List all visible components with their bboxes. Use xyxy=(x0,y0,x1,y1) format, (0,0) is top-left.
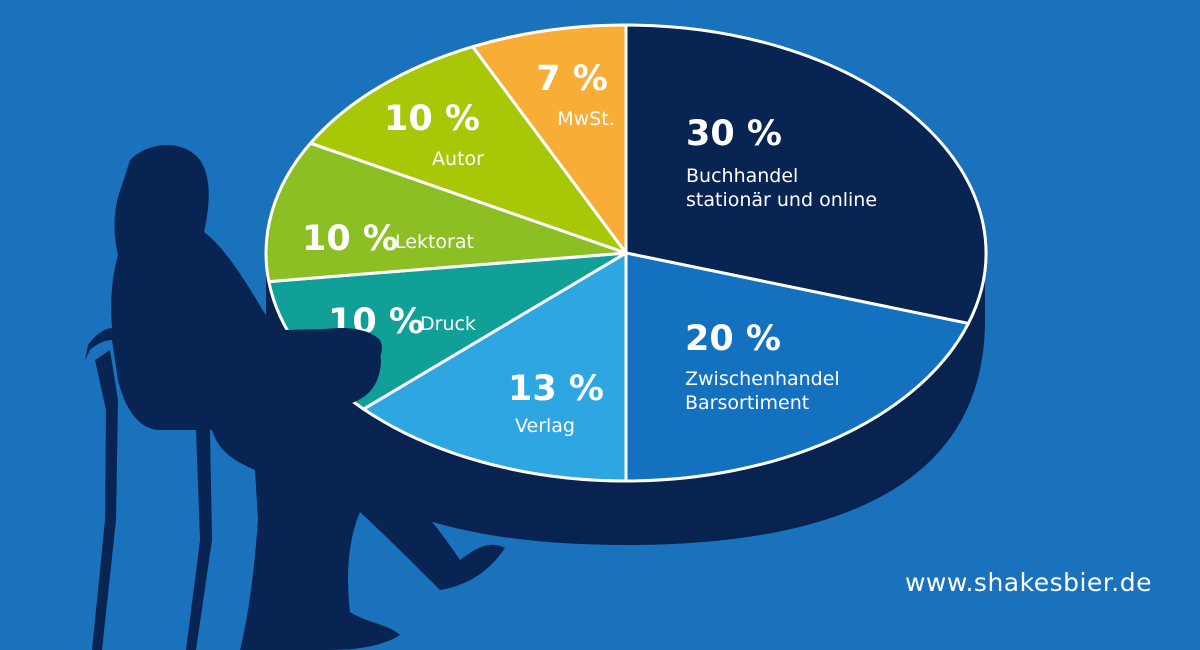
slice-category-label: Lektorat xyxy=(395,231,474,253)
pie-slice-mwst- xyxy=(471,23,628,255)
slice-category-label: Autor xyxy=(432,148,484,170)
slice-category-label: Zwischenhandel xyxy=(685,368,840,390)
slice-category-label: Verlag xyxy=(515,415,575,437)
pie-slice-lektorat xyxy=(264,141,628,284)
pie-slice-zwischenhandel xyxy=(624,251,970,483)
slice-category-label: Druck xyxy=(420,313,476,335)
slice-category-label: Barsortiment xyxy=(685,392,809,414)
slice-category-label: Buchhandel xyxy=(686,165,798,187)
website-url[interactable]: www.shakesbier.de xyxy=(904,568,1152,597)
slice-percent-label: 10 % xyxy=(384,99,480,139)
pie-slice-verlag xyxy=(362,251,628,483)
slice-percent-label: 20 % xyxy=(685,319,781,359)
pie-slice-autor xyxy=(309,45,628,255)
seated-reader-silhouette xyxy=(85,145,505,650)
pie-slice-buchhandel xyxy=(624,23,988,325)
slice-category-label: stationär und online xyxy=(686,189,877,211)
slice-percent-label: 7 % xyxy=(536,59,608,99)
slice-percent-label: 13 % xyxy=(508,369,604,409)
slice-percent-label: 30 % xyxy=(686,114,782,154)
slice-percent-label: 10 % xyxy=(302,219,398,259)
slice-category-label: MwSt. xyxy=(557,108,614,130)
